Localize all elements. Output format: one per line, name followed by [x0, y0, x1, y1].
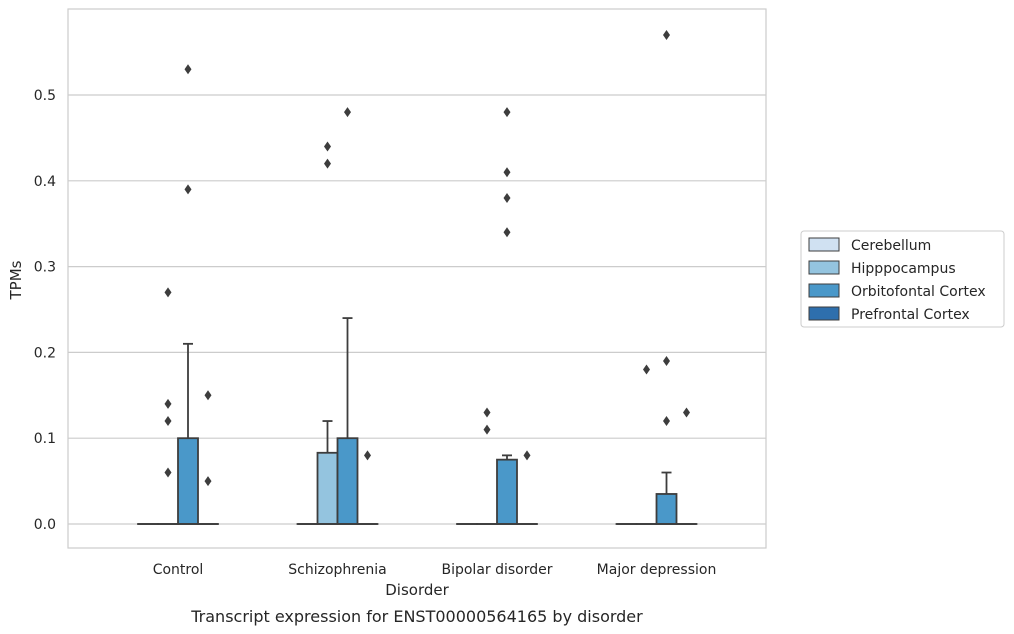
legend-label: Prefrontal Cortex: [851, 307, 970, 323]
y-tick-label: 0.2: [34, 345, 56, 361]
y-tick-label: 0.3: [34, 260, 56, 276]
outlier-point: [324, 158, 331, 169]
outlier-point: [503, 167, 511, 178]
y-tick-label: 0.0: [34, 517, 56, 533]
legend: Cerebellum Hipppocampus Orbitofontal Corte…: [800, 230, 1005, 328]
outlier-point: [503, 192, 511, 203]
outlier-point: [483, 407, 491, 418]
outlier-point: [663, 355, 670, 366]
box: [177, 437, 199, 525]
outlier-point: [683, 407, 690, 418]
legend-swatch: [808, 260, 840, 275]
x-tick-label: Bipolar disorder: [441, 562, 552, 578]
outlier-point: [164, 398, 172, 409]
y-tick-label: 0.1: [34, 431, 56, 447]
outlier-point: [204, 476, 212, 487]
boxes: [137, 317, 698, 525]
outlier-point: [643, 364, 650, 375]
y-tick-label: 0.5: [34, 88, 56, 104]
outlier-point: [344, 107, 351, 118]
legend-swatch: [808, 306, 840, 321]
outlier-point: [503, 107, 511, 118]
grid-lines: [68, 94, 766, 525]
outlier-point: [663, 29, 670, 40]
outlier-point: [324, 141, 331, 152]
outlier-point: [364, 450, 371, 461]
legend-label: Orbitofontal Cortex: [851, 284, 986, 300]
legend-swatch: [808, 283, 840, 298]
outlier-point: [204, 390, 212, 401]
outlier-point: [184, 64, 192, 75]
y-tick-labels: 0.0 0.1 0.2 0.3 0.4 0.5: [34, 88, 56, 533]
plot-area-frame: [67, 8, 767, 549]
outlier-point: [503, 227, 511, 238]
x-axis-title: Disorder: [385, 581, 449, 599]
outlier-point: [523, 450, 531, 461]
outlier-point: [663, 416, 670, 427]
legend-swatch: [808, 237, 840, 252]
box: [655, 493, 678, 525]
x-tick-label: Schizophrenia: [288, 562, 386, 578]
legend-frame: [800, 230, 1005, 328]
outlier-point: [164, 287, 172, 298]
x-tick-label: Control: [153, 562, 204, 578]
box: [336, 437, 359, 525]
outlier-point: [184, 184, 192, 195]
chart-caption: Transcript expression for ENST0000056416…: [190, 607, 643, 626]
outlier-points: [164, 29, 690, 487]
y-axis-title: TPMs: [7, 260, 25, 300]
box: [316, 451, 339, 525]
outlier-point: [164, 416, 172, 427]
box: [496, 458, 518, 525]
outlier-point: [164, 467, 172, 478]
y-tick-label: 0.4: [34, 174, 56, 190]
x-tick-labels: Control Schizophrenia Bipolar disorder Majo…: [153, 562, 717, 578]
outlier-point: [483, 424, 491, 435]
x-tick-label: Major depression: [597, 562, 717, 578]
legend-label: Cerebellum: [851, 238, 931, 254]
legend-label: Hipppocampus: [851, 261, 956, 277]
